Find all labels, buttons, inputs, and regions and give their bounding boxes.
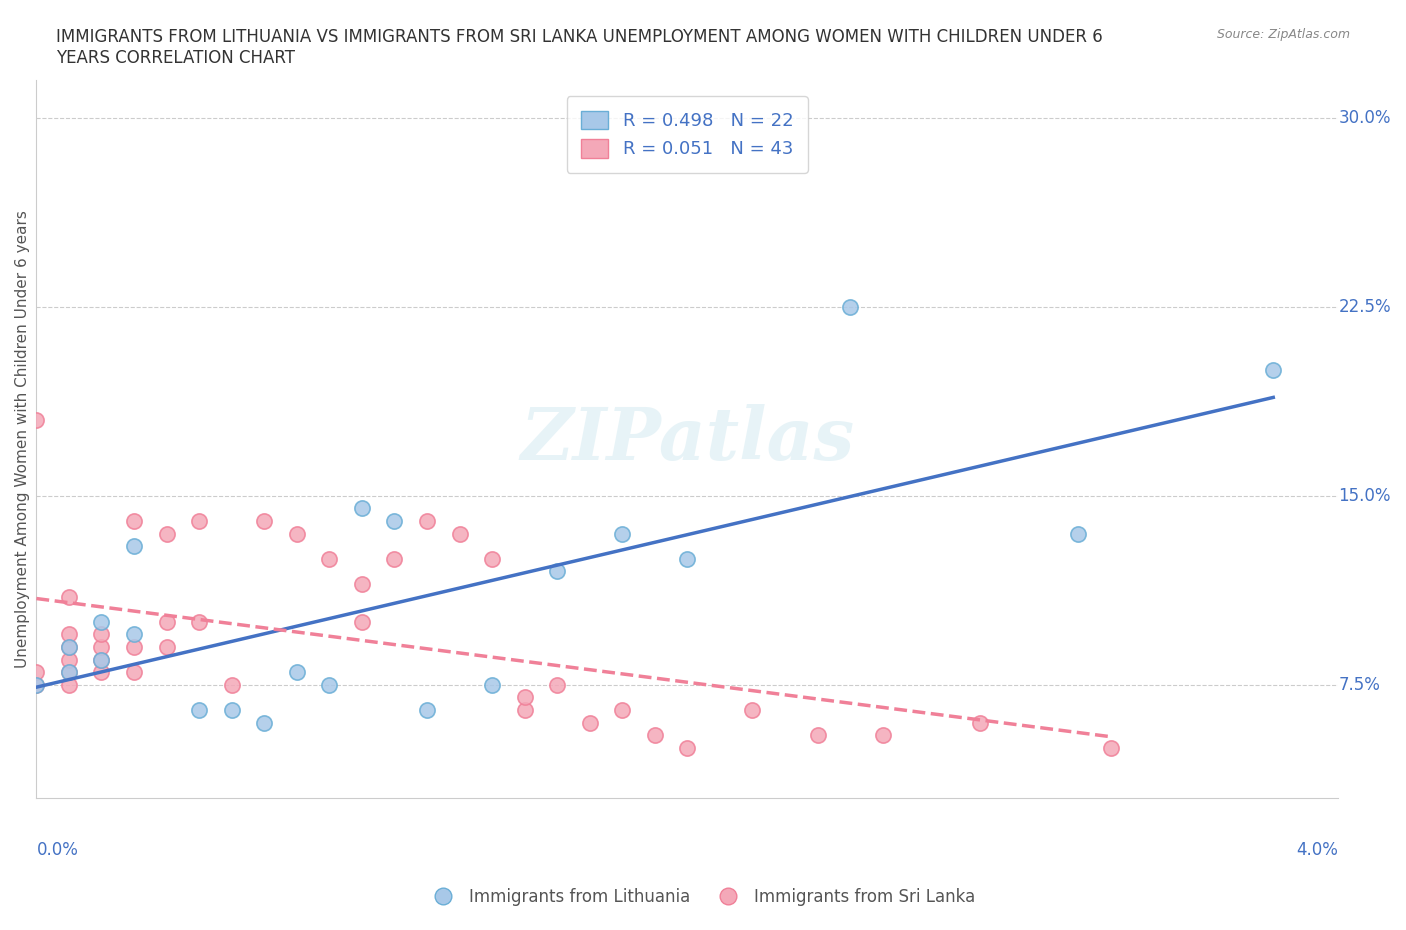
Point xyxy=(1099,740,1122,755)
Point xyxy=(481,677,503,692)
Text: 22.5%: 22.5% xyxy=(1339,298,1391,316)
Point xyxy=(122,627,145,642)
Point xyxy=(253,715,276,730)
Point xyxy=(58,652,80,667)
Point xyxy=(546,677,568,692)
Point xyxy=(253,513,276,528)
Point xyxy=(1067,526,1090,541)
Point xyxy=(58,677,80,692)
Point xyxy=(872,728,894,743)
Point xyxy=(384,551,406,566)
Point xyxy=(546,564,568,578)
Point xyxy=(969,715,991,730)
Point xyxy=(122,513,145,528)
Point xyxy=(806,728,828,743)
Point xyxy=(188,615,211,630)
Point xyxy=(513,690,536,705)
Point xyxy=(58,665,80,680)
Point xyxy=(188,513,211,528)
Legend: R = 0.498   N = 22, R = 0.051   N = 43: R = 0.498 N = 22, R = 0.051 N = 43 xyxy=(567,97,808,173)
Point xyxy=(25,677,48,692)
Point xyxy=(612,702,634,717)
Point xyxy=(155,615,177,630)
Point xyxy=(90,652,112,667)
Point xyxy=(58,640,80,655)
Point xyxy=(58,640,80,655)
Text: 30.0%: 30.0% xyxy=(1339,109,1391,126)
Text: 0.0%: 0.0% xyxy=(37,842,79,859)
Point xyxy=(350,615,373,630)
Point xyxy=(318,677,340,692)
Point xyxy=(416,702,439,717)
Point xyxy=(90,640,112,655)
Point xyxy=(122,665,145,680)
Point xyxy=(25,665,48,680)
Point xyxy=(188,702,211,717)
Point xyxy=(285,665,308,680)
Point xyxy=(644,728,666,743)
Point xyxy=(155,526,177,541)
Point xyxy=(741,702,763,717)
Text: IMMIGRANTS FROM LITHUANIA VS IMMIGRANTS FROM SRI LANKA UNEMPLOYMENT AMONG WOMEN : IMMIGRANTS FROM LITHUANIA VS IMMIGRANTS … xyxy=(56,28,1102,67)
Point xyxy=(416,513,439,528)
Text: Source: ZipAtlas.com: Source: ZipAtlas.com xyxy=(1216,28,1350,41)
Point xyxy=(513,702,536,717)
Point xyxy=(578,715,600,730)
Point xyxy=(1263,363,1285,378)
Point xyxy=(58,590,80,604)
Point xyxy=(676,740,699,755)
Point xyxy=(122,640,145,655)
Text: 15.0%: 15.0% xyxy=(1339,487,1391,505)
Point xyxy=(318,551,340,566)
Y-axis label: Unemployment Among Women with Children Under 6 years: Unemployment Among Women with Children U… xyxy=(15,210,30,668)
Point xyxy=(449,526,471,541)
Point xyxy=(384,513,406,528)
Point xyxy=(155,640,177,655)
Point xyxy=(90,615,112,630)
Point xyxy=(90,627,112,642)
Point xyxy=(285,526,308,541)
Point xyxy=(350,501,373,516)
Point xyxy=(481,551,503,566)
Legend: Immigrants from Lithuania, Immigrants from Sri Lanka: Immigrants from Lithuania, Immigrants fr… xyxy=(425,881,981,912)
Point xyxy=(839,299,862,314)
Point xyxy=(221,702,243,717)
Point xyxy=(122,538,145,553)
Point xyxy=(25,413,48,428)
Point xyxy=(58,627,80,642)
Text: 4.0%: 4.0% xyxy=(1296,842,1339,859)
Point xyxy=(350,577,373,591)
Point xyxy=(90,665,112,680)
Text: ZIPatlas: ZIPatlas xyxy=(520,404,855,474)
Point xyxy=(612,526,634,541)
Point xyxy=(676,551,699,566)
Point xyxy=(90,652,112,667)
Point xyxy=(58,665,80,680)
Point xyxy=(221,677,243,692)
Text: 7.5%: 7.5% xyxy=(1339,676,1381,694)
Point xyxy=(25,677,48,692)
